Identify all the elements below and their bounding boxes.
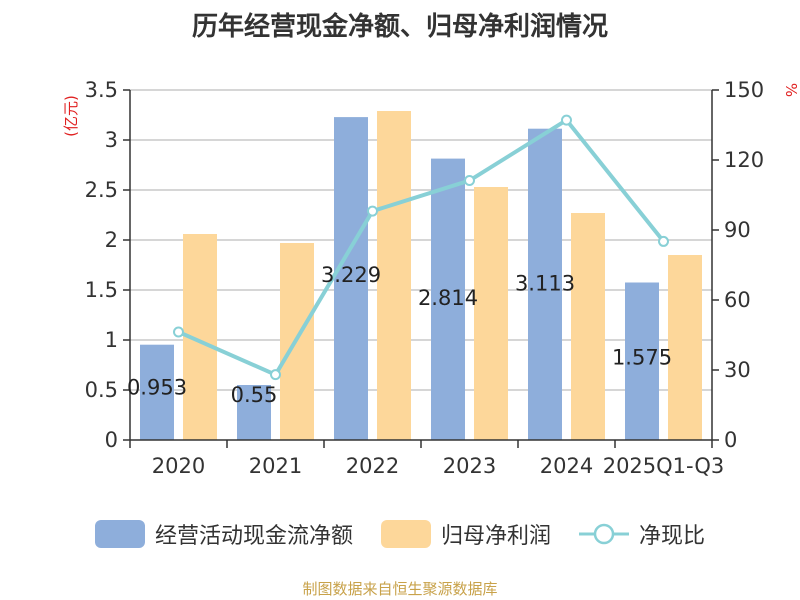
y-right-tick-label: 30 [724,358,751,382]
point-ratio [464,175,475,187]
y-right-tick-label: 90 [724,218,751,242]
data-label-cashflow: 3.113 [515,272,575,296]
y-left-tick-label: 1.5 [85,278,118,302]
bar-cashflow [334,117,368,440]
legend-swatch-ratio [579,523,629,545]
x-tick-label: 2024 [540,454,593,478]
bar-net-profit [377,111,411,440]
y-left-tick-label: 3.5 [85,78,118,102]
legend-item-ratio[interactable]: 净现比 [579,518,705,550]
bar-net-profit [668,255,702,440]
legend-label-ratio: 净现比 [639,524,706,549]
y-left-tick-label: 0.5 [85,378,118,402]
point-ratio [561,114,572,126]
chart-title: 历年经营现金净额、归母净利润情况 [191,12,608,42]
data-label-cashflow: 0.55 [231,383,278,407]
line-series-group [173,114,669,381]
data-labels-group: 0.953 0.55 3.229 2.814 3.113 1.575 [127,263,672,407]
bar-net-profit [474,187,508,440]
x-tick-label: 2021 [249,454,302,478]
y-right-tick-label: 120 [724,148,764,172]
bar-cashflow [431,158,465,440]
chart-canvas: 0 0.5 1 1.5 2 2.5 3 3.5 0 30 60 90 120 150 (亿元)% 2020 20… [62,78,800,478]
data-label-cashflow: 0.953 [127,375,187,399]
legend-label-net-profit: 归母净利润 [440,524,551,549]
point-ratio [658,235,669,247]
x-tick-label: 2025Q1-Q3 [603,454,725,478]
bar-net-profit [571,213,605,440]
y-left-tick-label: 2 [105,228,118,252]
source-note: 制图数据来自恒生聚源数据库 [302,580,498,598]
y-left-tick-label: 1 [105,328,118,352]
bar-cashflow [140,344,174,440]
point-ratio [270,369,281,381]
y-left-tick-label: 0 [105,428,118,452]
grid-lines [130,89,712,391]
legend-swatch-net-profit [380,520,431,548]
bar-cashflow [625,282,659,440]
y-right-tick-label: 150 [724,78,764,102]
data-label-cashflow: 3.229 [321,263,381,287]
bar-cashflow [237,385,271,440]
legend-item-net-profit[interactable]: 归母净利润 [380,518,551,550]
legend-label-cashflow: 经营活动现金流净额 [154,524,353,549]
x-tick-label: 2020 [152,454,205,478]
y-right-tick-label: 60 [724,288,751,312]
legend-swatch-cashflow [94,520,145,548]
y-right-tick-label: 0 [724,428,737,452]
legend-item-cashflow[interactable]: 经营活动现金流净额 [94,518,353,550]
line-ratio [177,117,666,378]
x-tick-label: 2023 [443,454,496,478]
bar-cashflow [528,128,562,440]
y-left-tick-label: 2.5 [85,178,118,202]
axes-group [129,90,713,441]
point-ratio [367,205,378,217]
point-ratio [173,326,184,338]
ticks-group: 0 0.5 1 1.5 2 2.5 3 3.5 0 30 60 90 120 150 (亿元)% 2020 20… [62,78,800,478]
legend: 经营活动现金流净额 归母净利润 净现比 [0,514,800,554]
data-label-cashflow: 1.575 [612,345,672,369]
y-right-unit: % [782,83,800,97]
y-left-unit: (亿元) [62,95,80,137]
data-label-cashflow: 2.814 [418,286,478,310]
x-tick-label: 2022 [346,454,399,478]
y-left-tick-label: 3 [105,128,118,152]
